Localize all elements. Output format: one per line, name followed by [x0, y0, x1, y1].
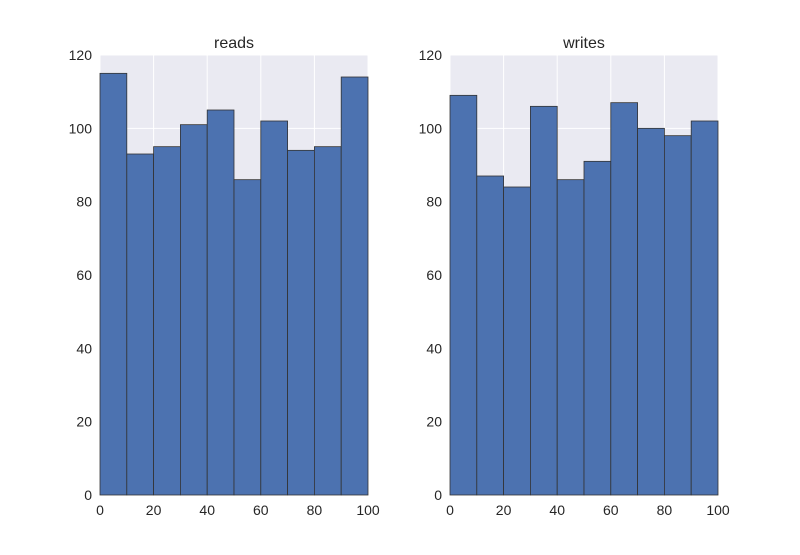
histogram-bar — [179, 124, 208, 496]
histogram-bar — [206, 109, 235, 496]
x-tick-label: 40 — [549, 502, 565, 518]
histogram-bar — [287, 149, 315, 496]
x-tick-label: 60 — [253, 502, 269, 518]
histogram-bar — [664, 135, 692, 496]
histogram-bar — [449, 94, 478, 496]
x-tick-label: 100 — [356, 502, 380, 518]
x-tick-label: 20 — [146, 502, 162, 518]
histogram-bar — [503, 186, 531, 496]
histogram-bar — [583, 160, 612, 496]
y-tick-label: 0 — [434, 487, 442, 503]
x-tick-label: 60 — [603, 502, 619, 518]
x-tick-label: 80 — [657, 502, 673, 518]
y-tick-label: 60 — [76, 267, 92, 283]
histogram-bar — [99, 72, 128, 496]
histogram-bar — [313, 146, 342, 496]
histogram-bar — [530, 105, 558, 496]
y-tick-label: 120 — [419, 47, 443, 63]
y-tick-label: 20 — [426, 414, 442, 430]
y-tick-label: 80 — [76, 194, 92, 210]
histogram-bar — [126, 153, 155, 496]
histogram-bar — [637, 127, 665, 496]
histogram-bar — [260, 120, 288, 496]
y-tick-label: 120 — [69, 47, 93, 63]
x-tick-label: 20 — [496, 502, 512, 518]
x-tick-label: 40 — [199, 502, 215, 518]
histogram-bar — [610, 102, 638, 496]
y-tick-label: 40 — [426, 340, 442, 356]
y-tick-label: 80 — [426, 194, 442, 210]
x-tick-label: 0 — [446, 502, 454, 518]
x-tick-label: 0 — [96, 502, 104, 518]
histogram-bar — [153, 146, 181, 496]
histogram-bar — [233, 179, 262, 496]
y-tick-label: 0 — [84, 487, 92, 503]
histogram-bar — [690, 120, 719, 496]
y-tick-label: 20 — [76, 414, 92, 430]
chart-title: reads — [214, 35, 254, 52]
subplot-reads: 0 20 40 60 80 100 120 0 20 40 60 80 100 reads — [69, 35, 380, 518]
y-tick-label: 60 — [426, 267, 442, 283]
histogram-bar — [556, 179, 585, 496]
subplot-writes: 0 20 40 60 80 100 120 0 20 40 60 80 100 writes — [419, 35, 730, 518]
histogram-bar — [340, 76, 369, 496]
y-tick-label: 40 — [76, 340, 92, 356]
y-tick-label: 100 — [69, 120, 93, 136]
x-tick-label: 80 — [307, 502, 323, 518]
histogram-bar — [476, 175, 504, 496]
x-tick-label: 100 — [706, 502, 730, 518]
y-tick-label: 100 — [419, 120, 443, 136]
chart-title: writes — [562, 35, 605, 52]
